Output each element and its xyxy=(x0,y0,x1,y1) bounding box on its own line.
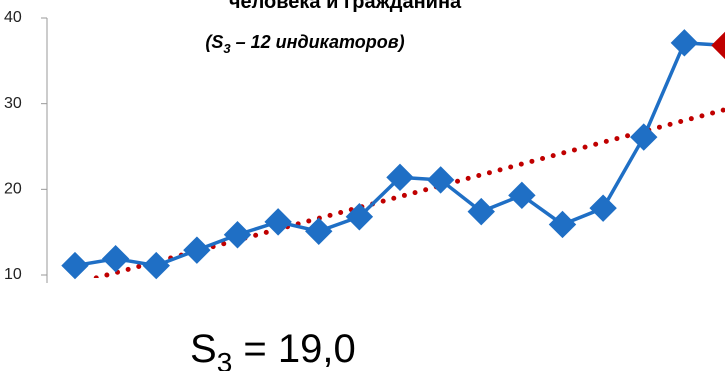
data-point xyxy=(305,217,333,246)
y-tick-label: 30 xyxy=(4,95,22,112)
data-point xyxy=(61,251,89,280)
data-point xyxy=(426,166,455,194)
y-tick-label: 40 xyxy=(4,9,22,26)
data-point xyxy=(142,251,170,280)
data-point xyxy=(548,210,577,239)
subtitle-subscript: 3 xyxy=(223,41,231,56)
annotation-text: S xyxy=(190,327,217,371)
data-point xyxy=(630,123,658,151)
plot-area xyxy=(86,107,725,278)
y-tick-label: 10 xyxy=(4,266,22,283)
data-point xyxy=(508,181,536,210)
annotation: S3 = 19,0 xyxy=(190,327,356,371)
subtitle-text: (S xyxy=(205,32,223,52)
data-point xyxy=(101,245,130,273)
data-point xyxy=(183,236,211,264)
data-point xyxy=(711,31,725,60)
data-point xyxy=(670,29,699,57)
data-point xyxy=(589,194,617,222)
trendline xyxy=(86,107,725,278)
chart-title: человека и гражданина xyxy=(229,0,462,13)
chart-subtitle: (S3 – 12 индикаторов) xyxy=(205,32,404,56)
y-tick-label: 20 xyxy=(4,181,22,198)
series-line xyxy=(74,41,725,268)
data-point xyxy=(345,203,374,231)
data-point xyxy=(223,221,252,249)
data-point xyxy=(264,208,292,236)
annotation-text: = 19,0 xyxy=(232,327,355,371)
data-point xyxy=(386,163,414,192)
annotation-subscript: 3 xyxy=(217,347,233,371)
subtitle-text: – 12 индикаторов) xyxy=(231,32,405,52)
data-point xyxy=(467,197,495,226)
